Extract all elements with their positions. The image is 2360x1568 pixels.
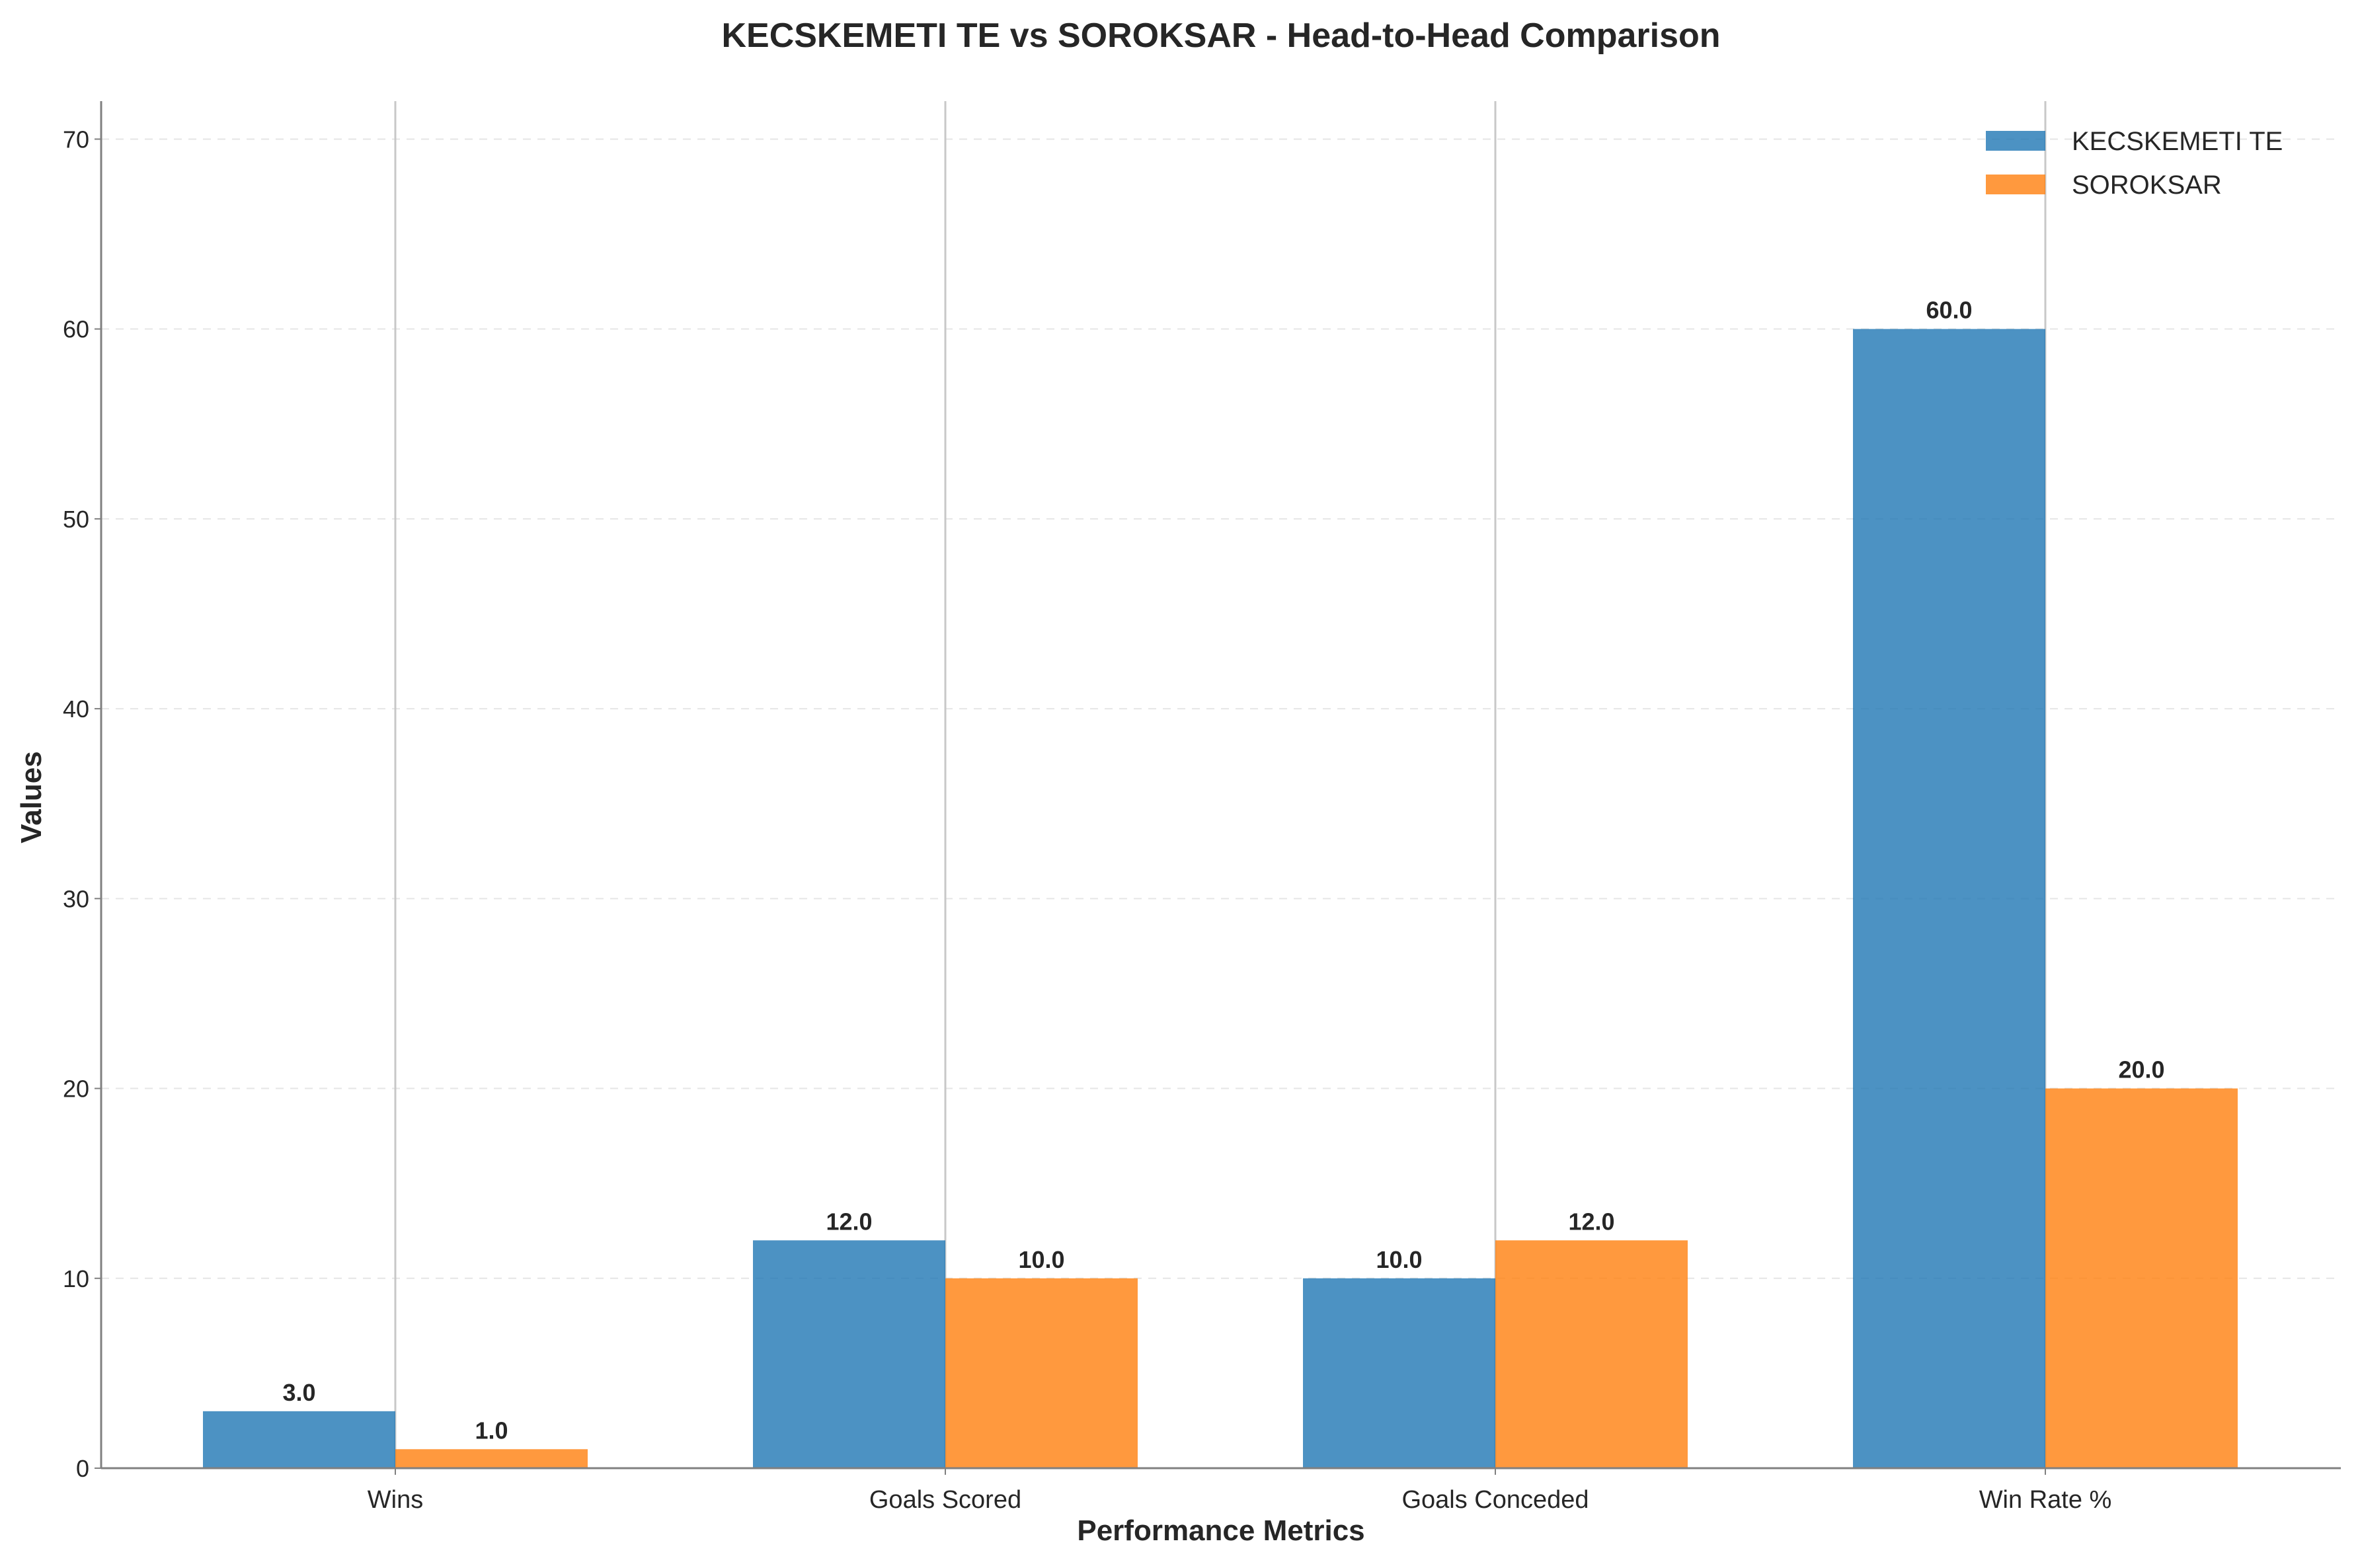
data-label: 12.0: [1568, 1208, 1614, 1235]
bar-kecskemeti-te: [753, 1240, 945, 1468]
data-label: 3.0: [282, 1379, 315, 1406]
x-tick-label: Goals Conceded: [1401, 1486, 1589, 1514]
legend-swatch: [1986, 131, 2045, 151]
y-tick-label: 50: [63, 506, 89, 533]
bar-soroksar: [945, 1278, 1138, 1468]
x-tick-label: Goals Scored: [869, 1486, 1021, 1514]
y-tick-label: 20: [63, 1076, 89, 1103]
x-tick-label: Wins: [368, 1486, 423, 1514]
bar-kecskemeti-te: [1853, 329, 2045, 1469]
bar-soroksar: [2045, 1088, 2238, 1468]
bar-kecskemeti-te: [1303, 1278, 1495, 1468]
data-labels: 3.0 12.0 10.0 60.0 1.0 10.0 12.0 20.0: [282, 297, 2164, 1444]
data-label: 1.0: [475, 1417, 508, 1444]
y-tick-label: 60: [63, 316, 89, 343]
y-ticks: 0 10 20 30 40 50 60 70: [63, 126, 101, 1482]
y-tick-label: 0: [76, 1455, 89, 1482]
x-tick-label: Win Rate %: [1979, 1486, 2112, 1514]
bar-soroksar: [1495, 1240, 1688, 1468]
y-axis-label: Values: [15, 751, 48, 843]
bar-kecskemeti-te: [203, 1411, 395, 1468]
y-tick-label: 10: [63, 1265, 89, 1292]
legend: KECSKEMETI TE SOROKSAR: [1986, 127, 2283, 200]
bars: [203, 329, 2238, 1469]
legend-label: KECSKEMETI TE: [2072, 127, 2283, 156]
y-tick-label: 70: [63, 126, 89, 153]
y-tick-label: 40: [63, 695, 89, 723]
y-tick-label: 30: [63, 885, 89, 912]
legend-label: SOROKSAR: [2072, 171, 2222, 200]
category-lines: [394, 101, 2047, 1468]
chart-title: KECSKEMETI TE vs SOROKSAR - Head-to-Head…: [721, 17, 1720, 55]
data-label: 12.0: [826, 1208, 872, 1235]
data-label: 20.0: [2118, 1056, 2164, 1083]
data-label: 10.0: [1018, 1246, 1064, 1273]
data-label: 60.0: [1926, 297, 1972, 324]
legend-swatch: [1986, 175, 2045, 194]
data-label: 10.0: [1376, 1246, 1422, 1273]
bar-soroksar: [395, 1449, 588, 1468]
x-axis-label: Performance Metrics: [1077, 1514, 1364, 1547]
x-ticks: Wins Goals Scored Goals Conceded Win Rate %: [368, 1468, 2112, 1514]
